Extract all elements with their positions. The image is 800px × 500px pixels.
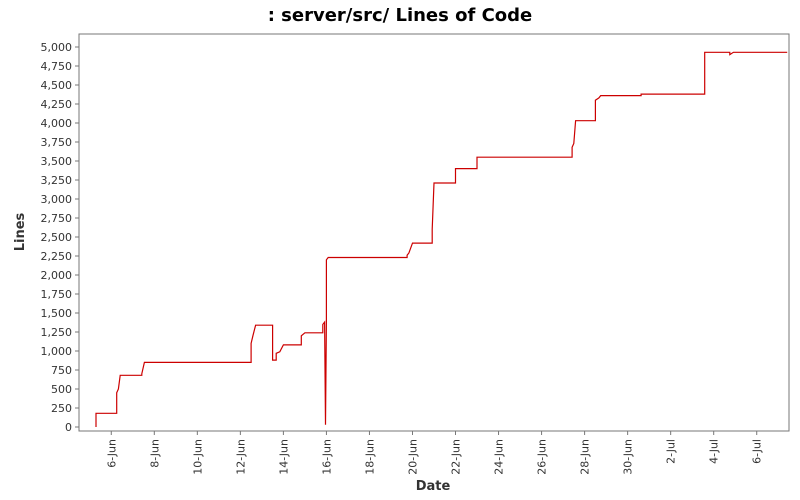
y-tick-label: 2,250 <box>41 250 73 263</box>
y-tick-label: 250 <box>51 402 72 415</box>
y-tick-label: 500 <box>51 383 72 396</box>
y-axis-title: Lines <box>13 212 28 251</box>
y-tick-label: 4,500 <box>41 79 73 92</box>
y-tick-label: 1,500 <box>41 307 73 320</box>
x-tick-label: 10-Jun <box>191 439 204 475</box>
series-line <box>95 51 788 427</box>
y-tick-label: 5,000 <box>41 41 73 54</box>
y-tick-label: 0 <box>65 421 72 434</box>
y-tick-label: 4,250 <box>41 98 73 111</box>
x-tick-label: 6-Jul <box>751 439 764 464</box>
x-tick-label: 30-Jun <box>622 439 635 475</box>
x-tick-label: 28-Jun <box>579 439 592 475</box>
y-tick-label: 2,000 <box>41 269 73 282</box>
chart-title: : server/src/ Lines of Code <box>268 5 533 26</box>
y-tick-label: 1,750 <box>41 288 73 301</box>
y-tick-label: 2,500 <box>41 231 73 244</box>
x-tick-label: 24-Jun <box>493 439 506 475</box>
x-tick-label: 14-Jun <box>277 439 290 475</box>
y-tick-label: 4,750 <box>41 60 73 73</box>
y-tick-label: 3,500 <box>41 155 73 168</box>
x-tick-label: 16-Jun <box>320 439 333 475</box>
y-tick-label: 3,250 <box>41 174 73 187</box>
x-tick-label: 22-Jun <box>450 439 463 475</box>
x-tick-label: 18-Jun <box>363 439 376 475</box>
x-axis-title: Date <box>416 479 451 494</box>
y-axis: 0 250 500 750 1,000 1,250 1,500 1,750 2,000 2,250… <box>41 41 79 434</box>
y-tick-label: 3,750 <box>41 136 73 149</box>
x-tick-label: 2-Jul <box>665 439 678 464</box>
x-axis: 6-Jun 8-Jun 10-Jun 12-Jun 14-Jun 16-Jun 18-Jun… <box>105 431 764 475</box>
x-tick-label: 4-Jul <box>708 439 721 464</box>
y-tick-label: 750 <box>51 364 72 377</box>
x-tick-label: 26-Jun <box>536 439 549 475</box>
x-tick-label: 8-Jun <box>148 439 161 468</box>
x-tick-label: 6-Jun <box>105 439 118 468</box>
y-tick-label: 1,000 <box>41 345 73 358</box>
y-tick-label: 3,000 <box>41 193 73 206</box>
x-tick-label: 20-Jun <box>406 439 419 475</box>
plot-area <box>78 33 790 432</box>
y-tick-label: 1,250 <box>41 326 73 339</box>
x-tick-label: 12-Jun <box>234 439 247 475</box>
y-tick-label: 4,000 <box>41 117 73 130</box>
y-tick-label: 2,750 <box>41 212 73 225</box>
series-layer <box>95 51 788 427</box>
